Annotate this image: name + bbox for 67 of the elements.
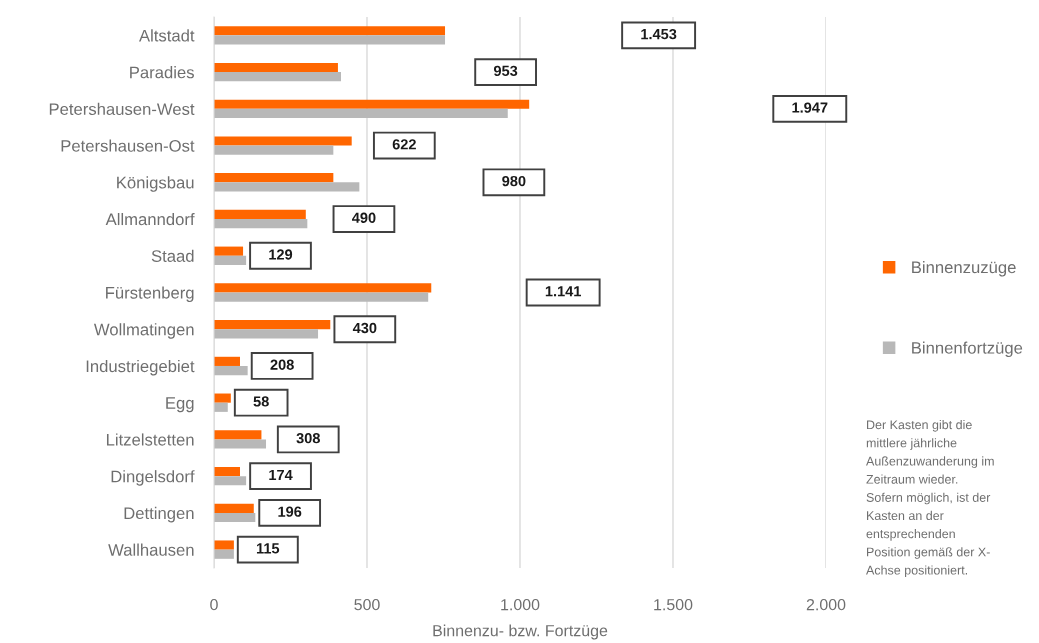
bar <box>214 209 306 220</box>
annotation: 58 <box>253 396 269 407</box>
annotation: 490 <box>352 212 376 223</box>
annotation: 1.141 <box>545 286 581 297</box>
bar <box>214 99 530 109</box>
annotation: 1.453 <box>641 28 677 40</box>
bar <box>214 356 241 366</box>
annotation: 308 <box>296 433 320 444</box>
annotation: 115 <box>256 543 280 554</box>
bar <box>214 219 308 229</box>
bar <box>214 439 267 449</box>
x-tick-label: 500 <box>354 598 380 611</box>
bar <box>214 26 446 36</box>
y-tick-label: Wallhausen <box>108 543 194 556</box>
bar <box>214 283 432 293</box>
bar <box>214 292 429 302</box>
annotation: 208 <box>270 359 294 370</box>
annotation: 1.947 <box>792 102 828 113</box>
y-tick-label: Dingelsdorf <box>111 470 195 486</box>
annotation: 430 <box>352 322 377 334</box>
bar <box>214 136 352 146</box>
annotation: 953 <box>493 65 518 77</box>
y-tick-label: Egg <box>166 397 194 413</box>
bar <box>214 182 360 192</box>
y-tick-label: Fürstenberg <box>106 286 194 302</box>
bar <box>214 503 254 513</box>
annotation: 129 <box>269 249 293 260</box>
y-tick-label: Staad <box>151 249 194 262</box>
annotation: 622 <box>392 139 416 150</box>
bar <box>214 255 247 265</box>
bar <box>214 393 231 403</box>
x-tick-label: 0 <box>210 598 218 611</box>
legend-label: Binnenzuzüge <box>912 260 1016 277</box>
bar <box>214 72 341 82</box>
bar <box>214 35 446 45</box>
bar <box>214 430 262 440</box>
bar <box>214 145 334 155</box>
x-axis-title: Binnenzu- bzw. Fortzüge <box>433 624 608 640</box>
x-tick-label: 1.000 <box>501 598 540 611</box>
annotation: 174 <box>269 469 293 480</box>
bar <box>214 549 234 559</box>
y-tick-label: Königsbau <box>117 176 194 192</box>
y-tick-label: Litzelstetten <box>106 433 194 446</box>
annotation: 980 <box>502 175 526 187</box>
bar <box>214 62 338 73</box>
x-tick-label: 1.500 <box>654 598 693 611</box>
text: Der Kasten gibt die mittlere jährliche Außenzuwanderung im Zeitraum wieder. Sofern möglich, ist der Kasten an der entsprechenden Position gemäß der X- Achse positioniert. <box>866 420 994 578</box>
bar <box>214 476 247 486</box>
y-tick-label: Industriegebiet <box>86 359 195 376</box>
x-tick-label: 2.000 <box>806 598 846 611</box>
bar <box>214 246 244 256</box>
bar <box>214 540 234 550</box>
bar <box>214 108 508 119</box>
bar <box>214 365 248 376</box>
y-tick-label: Paradies <box>130 66 194 79</box>
y-tick-label: Petershausen-West <box>49 102 195 116</box>
legend-label: Binnenfortzüge <box>912 341 1023 358</box>
y-tick-label: Petershausen-Ost <box>61 139 195 152</box>
bar <box>214 329 319 339</box>
annotation: 196 <box>278 506 302 517</box>
y-tick-label: Dettingen <box>124 506 194 523</box>
bar <box>214 402 228 412</box>
y-tick-label: Wollmatingen <box>93 323 194 339</box>
y-tick-label: Allmanndorf <box>105 212 195 226</box>
bar <box>214 173 334 183</box>
y-tick-label: Altstadt <box>139 29 195 42</box>
bar <box>214 466 241 477</box>
